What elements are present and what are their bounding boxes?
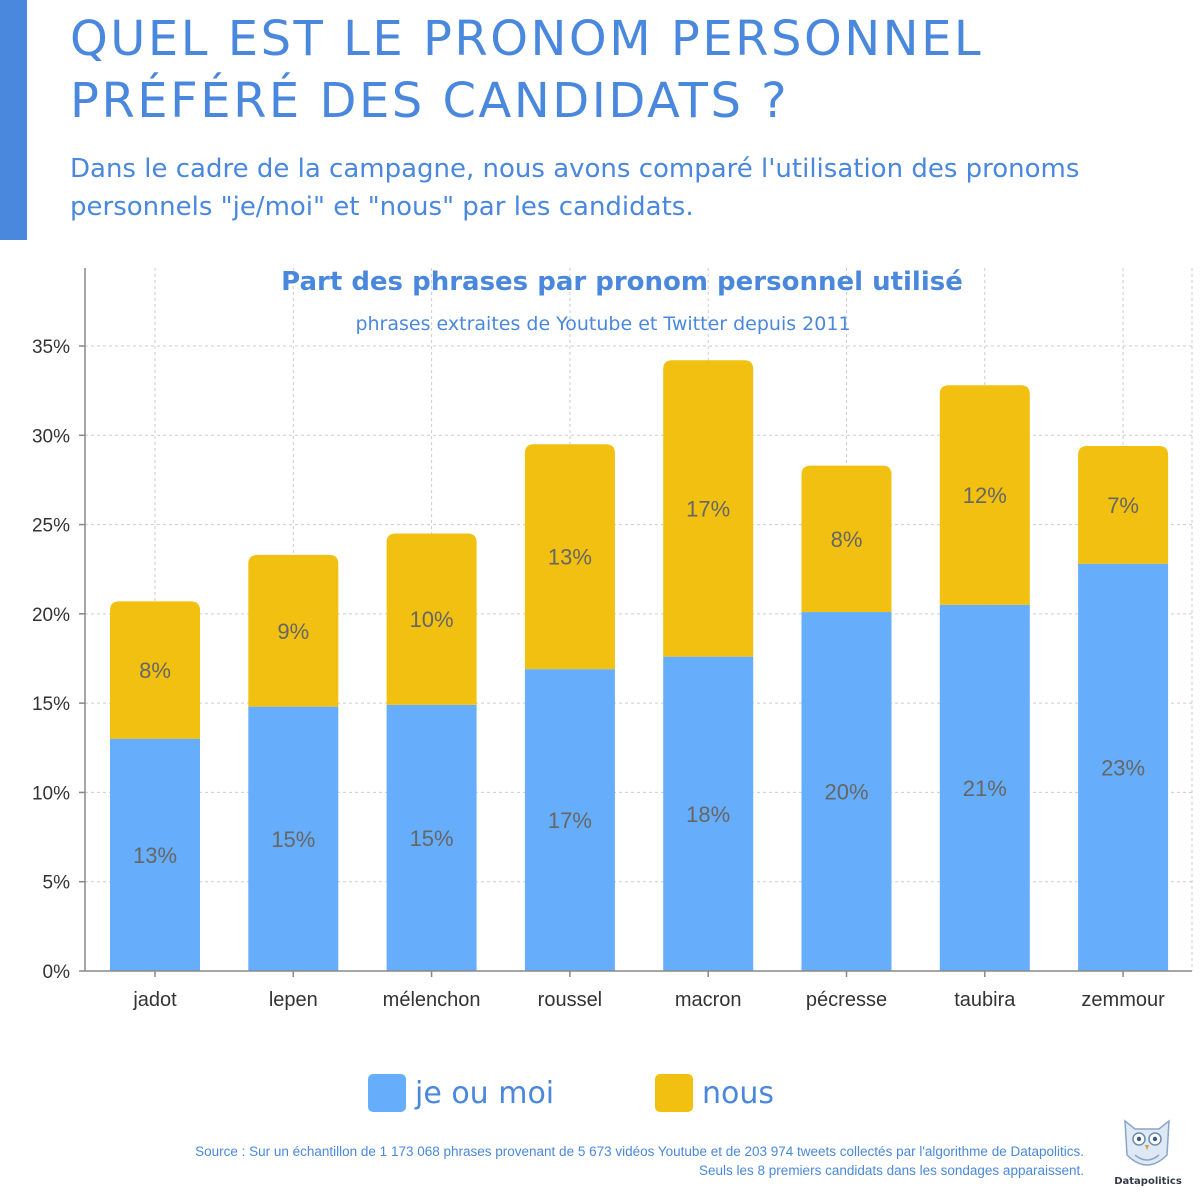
y-tick-label: 35%: [32, 337, 70, 358]
y-tick-label: 10%: [32, 783, 70, 804]
x-axis-ticks: jadot lepen mélenchon roussel macron pécresse…: [132, 971, 1165, 1011]
data-label-nous: 9%: [277, 619, 309, 644]
y-tick-label: 15%: [32, 694, 70, 715]
chart-title: Part des phrases par pronom personnel ut…: [281, 267, 963, 297]
data-label-je-ou-moi: 17%: [548, 808, 592, 833]
data-label-nous: 12%: [963, 483, 1007, 508]
source-line-1: Source : Sur un échantillon de 1 173 068…: [195, 1144, 1084, 1159]
x-tick-label: pécresse: [806, 989, 887, 1011]
x-tick-label: roussel: [538, 989, 602, 1011]
data-label-nous: 10%: [410, 607, 454, 632]
x-tick-label: macron: [675, 989, 742, 1011]
x-tick-label: mélenchon: [383, 989, 481, 1011]
bar-nous: [524, 444, 615, 670]
legend-swatch-nous: [655, 1074, 693, 1112]
bar-nous: [110, 601, 200, 739]
data-label-nous: 17%: [686, 497, 730, 522]
chart-subtitle: phrases extraites de Youtube et Twitter …: [355, 313, 850, 335]
data-label-nous: 8%: [139, 658, 171, 683]
y-tick-label: 0%: [43, 962, 71, 983]
logo-text: Datapolitics: [1114, 1176, 1182, 1187]
stacked-bar-chart: Part des phrases par pronom personnel ut…: [32, 267, 1193, 1011]
legend-label-je-ou-moi: je ou moi: [415, 1075, 555, 1111]
source-line-2: Seuls les 8 premiers candidats dans les …: [699, 1163, 1084, 1178]
x-tick-label: zemmour: [1081, 989, 1165, 1011]
bar-je-ou-moi: [1078, 563, 1169, 971]
legend-label-nous: nous: [702, 1075, 775, 1111]
x-tick-label: taubira: [954, 989, 1016, 1011]
y-tick-label: 5%: [43, 873, 71, 894]
legend-item-nous: nous: [655, 1072, 774, 1114]
data-label-je-ou-moi: 15%: [410, 826, 454, 851]
bar-je-ou-moi: [939, 604, 1030, 971]
bar-je-ou-moi: [248, 706, 339, 971]
accent-bar: [0, 0, 27, 240]
bar-nous: [248, 554, 339, 707]
x-tick-label: lepen: [269, 989, 318, 1011]
bar-nous: [801, 465, 892, 613]
bar-nous: [939, 385, 1030, 605]
data-label-je-ou-moi: 21%: [963, 776, 1007, 801]
bar-je-ou-moi: [663, 656, 754, 971]
y-tick-label: 25%: [32, 516, 70, 537]
x-tick-label: jadot: [132, 989, 177, 1011]
page-subtitle: Dans le cadre de la campagne, nous avons…: [70, 154, 1080, 222]
bar-nous: [663, 360, 754, 657]
y-tick-label: 20%: [32, 605, 70, 626]
bar-je-ou-moi: [801, 612, 892, 971]
page-title: QUEL EST LE PRONOM PERSONNEL PRÉFÉRÉ DES…: [70, 11, 984, 129]
data-label-je-ou-moi: 20%: [824, 780, 868, 805]
data-label-je-ou-moi: 15%: [271, 827, 315, 852]
grid-lines: [85, 268, 1193, 971]
data-label-nous: 13%: [548, 545, 592, 570]
bar-nous: [1078, 446, 1169, 564]
data-label-nous: 7%: [1107, 493, 1139, 518]
data-label-je-ou-moi: 23%: [1101, 755, 1145, 780]
legend-swatch-je-ou-moi: [368, 1074, 406, 1112]
data-label-je-ou-moi: 18%: [686, 802, 730, 827]
owl-icon: [1124, 1119, 1170, 1166]
data-label-nous: 8%: [831, 527, 863, 552]
bar-je-ou-moi: [524, 669, 615, 971]
data-label-je-ou-moi: 13%: [133, 843, 177, 868]
bar-je-ou-moi: [386, 704, 477, 971]
y-tick-label: 30%: [32, 426, 70, 447]
bars: 13% 8% 15% 9% 15% 10% 17% 13% 18% 17% 20% 8% 21% 12% 2…: [110, 360, 1169, 971]
legend-item-je-ou-moi: je ou moi: [368, 1072, 554, 1114]
source-note: Source : Sur un échantillon de 1 173 068…: [195, 1142, 1084, 1180]
bar-je-ou-moi: [110, 738, 200, 971]
bar-nous: [386, 533, 477, 705]
y-axis-ticks: 0% 5% 10% 15% 20% 25% 30% 35%: [32, 337, 85, 983]
